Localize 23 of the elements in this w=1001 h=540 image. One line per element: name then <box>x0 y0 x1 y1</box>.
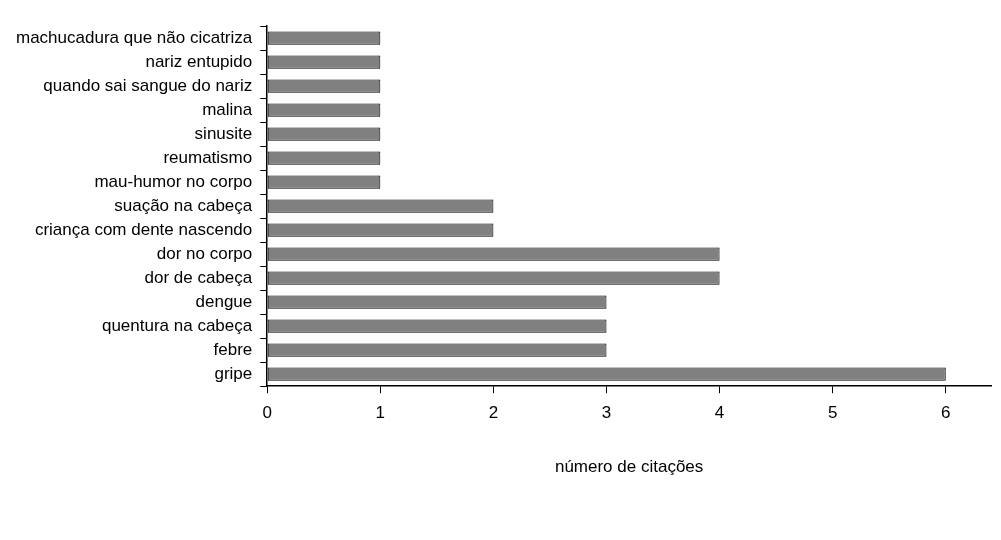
y-tick-label: sinusite <box>194 123 253 143</box>
x-tick-label: 1 <box>375 403 386 423</box>
x-tick-label: 3 <box>601 403 612 423</box>
x-tick-label: 5 <box>827 403 838 423</box>
y-tick-label: malina <box>202 99 253 119</box>
y-tick-label: quando sai sangue do nariz <box>43 75 253 95</box>
y-tick-label: dor no corpo <box>156 243 253 263</box>
y-tick-label: febre <box>213 339 253 359</box>
y-tick-label: reumatismo <box>163 147 253 167</box>
x-tick-label: 6 <box>941 403 951 423</box>
x-axis-title: número de citações <box>554 457 704 477</box>
y-tick-label: nariz entupido <box>145 51 253 71</box>
y-tick-label: suação na cabeça <box>114 195 253 215</box>
x-tick-label: 0 <box>262 403 272 423</box>
x-tick-label: 4 <box>714 403 725 423</box>
y-tick-label: criança com dente nascendo <box>34 219 253 239</box>
y-tick-label: quentura na cabeça <box>101 315 253 335</box>
y-tick-label: dor de cabeça <box>144 267 253 287</box>
y-tick-label: mau-humor no corpo <box>94 171 253 191</box>
y-tick-label: gripe <box>214 363 253 383</box>
x-tick-label: 2 <box>488 403 499 423</box>
y-tick-label: dengue <box>195 291 253 311</box>
y-tick-label: machucadura que não cicatriza <box>16 27 253 47</box>
